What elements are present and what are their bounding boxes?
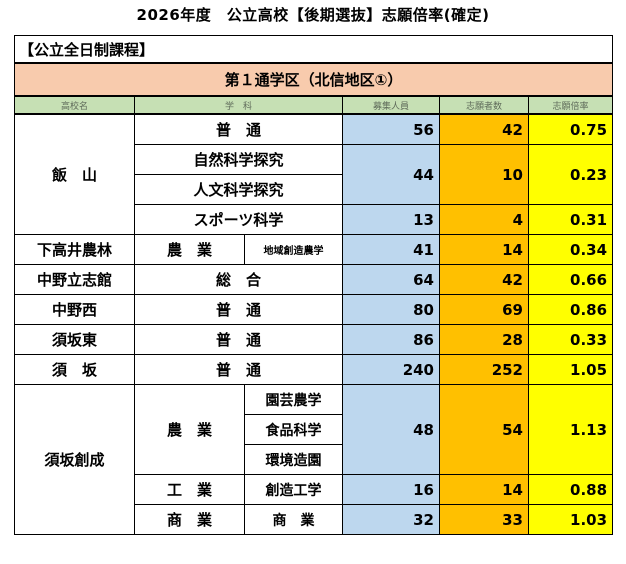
applicants-cell: 28: [439, 324, 529, 355]
applicants-cell: 54: [439, 384, 529, 475]
ratio-cell: 1.03: [527, 504, 614, 535]
applicants-cell: 14: [439, 234, 529, 265]
header-row: 高校名 学 科 募集人員 志願者数 志願倍率: [14, 95, 614, 115]
ratio-cell: 0.33: [527, 324, 614, 355]
applicants-cell: 252: [439, 354, 529, 385]
ratio-cell: 0.86: [527, 294, 614, 325]
capacity-cell: 86: [342, 324, 440, 355]
ratio-cell: 0.75: [527, 113, 614, 145]
capacity-cell: 44: [342, 144, 440, 205]
table-row: 自然科学探究 44 10 0.23: [15, 144, 614, 205]
applicants-cell: 42: [439, 113, 529, 145]
subject-cell: 商 業: [134, 504, 245, 535]
capacity-cell: 48: [342, 384, 440, 475]
applicants-cell: 33: [439, 504, 529, 535]
table-row: 環境造園: [15, 444, 613, 475]
school-name: 中野西: [14, 294, 135, 325]
table-row: 中野立志館 総 合 64 42 0.66: [14, 264, 614, 295]
subject-cell: 総 合: [134, 264, 343, 295]
school-name: 須坂東: [14, 324, 135, 355]
header-dept: 学 科: [134, 95, 343, 115]
applicants-cell: 14: [439, 474, 529, 505]
capacity-cell: 56: [342, 113, 440, 145]
ratio-cell: 0.31: [527, 204, 614, 235]
table-row: 須坂創成 農 業 園芸農学 48 54 1.13: [14, 384, 614, 535]
ratio-cell: 1.05: [527, 354, 614, 385]
course-cell: 地域創造農学: [244, 234, 343, 265]
school-name: 下高井農林: [14, 234, 135, 265]
page-title: 2026年度 公立高校【後期選抜】志願倍率(確定): [136, 6, 490, 24]
capacity-cell: 41: [342, 234, 440, 265]
school-name: 飯 山: [14, 113, 135, 235]
district-label: 第１通学区（北信地区①）: [13, 62, 614, 97]
course-cell: 食品科学: [244, 414, 343, 445]
table-row: 須 坂 普 通 240 252 1.05: [14, 354, 614, 385]
category-label: 【公立全日制課程】: [13, 35, 614, 64]
subject-cell: 工 業: [134, 474, 245, 505]
course-cell: 創造工学: [244, 474, 343, 505]
table-row: 食品科学: [15, 414, 613, 445]
capacity-cell: 240: [342, 354, 440, 385]
capacity-cell: 64: [342, 264, 440, 295]
applicants-cell: 42: [439, 264, 529, 295]
header-applicants: 志願者数: [439, 95, 529, 115]
subject-cell: スポーツ科学: [134, 204, 343, 235]
subject-cell: 普 通: [134, 354, 343, 385]
ratio-cell: 0.34: [527, 234, 614, 265]
school-name: 中野立志館: [14, 264, 135, 295]
table-row: 商 業 商 業 32 33 1.03: [15, 504, 614, 535]
subject-cell: 普 通: [134, 113, 343, 145]
table-row: スポーツ科学 13 4 0.31: [15, 204, 614, 235]
capacity-cell: 32: [342, 504, 440, 535]
ratio-table: 【公立全日制課程】 第１通学区（北信地区①） 高校名 学 科 募集人員 志願者数…: [13, 35, 614, 535]
subject-cell: 人文科学探究: [134, 174, 343, 205]
school-name: 須坂創成: [14, 384, 135, 535]
header-school: 高校名: [14, 95, 135, 115]
course-cell: 環境造園: [244, 444, 343, 475]
capacity-cell: 80: [342, 294, 440, 325]
subject-cell: 農 業: [134, 384, 245, 475]
table-row: 須坂東 普 通 86 28 0.33: [14, 324, 614, 355]
applicants-cell: 69: [439, 294, 529, 325]
subject-cell: 普 通: [134, 324, 343, 355]
table-row: 下高井農林 農 業 地域創造農学 41 14 0.34: [14, 234, 614, 265]
applicants-cell: 4: [439, 204, 529, 235]
subject-cell: 農 業: [134, 234, 245, 265]
header-capacity: 募集人員: [342, 95, 440, 115]
ratio-cell: 0.23: [527, 144, 614, 205]
ratio-cell: 0.66: [527, 264, 614, 295]
applicants-cell: 10: [439, 144, 529, 205]
capacity-cell: 13: [342, 204, 440, 235]
subject-cell: 普 通: [134, 294, 343, 325]
course-cell: 商 業: [244, 504, 343, 535]
ratio-cell: 1.13: [527, 384, 614, 475]
table-row: 飯 山 普 通 56 42 0.75: [14, 113, 614, 235]
subject-cell: 自然科学探究: [134, 144, 343, 175]
school-name: 須 坂: [14, 354, 135, 385]
course-cell: 園芸農学: [244, 384, 343, 415]
header-ratio: 志願倍率: [527, 95, 614, 115]
capacity-cell: 16: [342, 474, 440, 505]
ratio-cell: 0.88: [527, 474, 614, 505]
table-row: 中野西 普 通 80 69 0.86: [14, 294, 614, 325]
table-row: 人文科学探究: [15, 174, 613, 205]
